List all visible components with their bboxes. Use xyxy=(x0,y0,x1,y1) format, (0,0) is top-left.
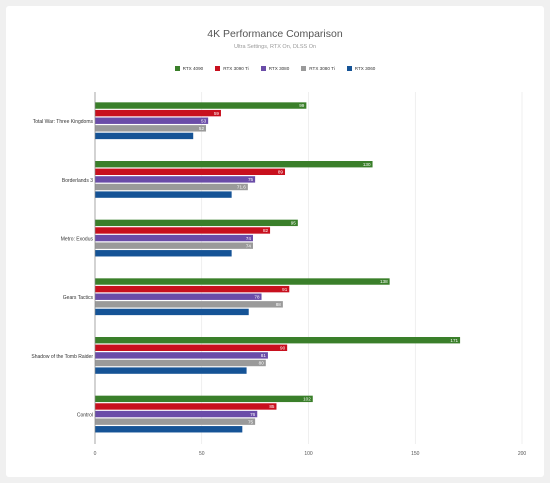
category-label: Borderlands 3 xyxy=(62,178,93,184)
bar xyxy=(95,227,271,234)
x-tick-label: 200 xyxy=(518,451,527,457)
legend-item[interactable]: RTX 3090 Ti xyxy=(215,66,249,71)
bar xyxy=(95,418,256,425)
category-label: Metro: Exodus xyxy=(61,236,94,242)
bar xyxy=(95,168,286,175)
bar xyxy=(95,109,221,117)
data-label: 89 xyxy=(278,170,284,175)
bar xyxy=(95,293,262,300)
data-label: 74 xyxy=(246,236,252,241)
data-label: 99 xyxy=(299,103,305,108)
bar xyxy=(95,410,258,418)
x-tick-label: 50 xyxy=(199,451,205,457)
bar xyxy=(95,285,290,293)
bar xyxy=(95,367,247,374)
data-label: 75 xyxy=(248,177,254,182)
data-label: 80 xyxy=(259,361,265,366)
bar xyxy=(95,352,268,359)
category-label: Shadow of the Tomb Raider xyxy=(31,354,93,360)
data-label: 75 xyxy=(248,419,254,424)
chart-title: 4K Performance Comparison xyxy=(207,28,343,40)
chart-subtitle: Ultra Settings, RTX On, DLSS On xyxy=(233,44,317,50)
bar xyxy=(95,117,209,124)
bar xyxy=(95,278,390,285)
bar xyxy=(95,176,256,183)
bar xyxy=(95,161,373,168)
bar xyxy=(95,234,253,242)
legend-label: RTX 3080 xyxy=(268,66,290,71)
bar xyxy=(95,183,248,191)
legend-label: RTX 3080 Ti xyxy=(309,66,335,71)
data-label: 52 xyxy=(199,126,205,131)
x-tick-label: 0 xyxy=(94,451,97,457)
bar xyxy=(95,403,277,410)
bar xyxy=(95,359,266,367)
data-label: 95 xyxy=(291,221,297,226)
legend-item[interactable]: RTX 3060 xyxy=(346,66,376,71)
bar xyxy=(95,344,288,351)
legend-swatch xyxy=(215,66,221,71)
bar xyxy=(95,308,249,316)
legend-label: RTX 3060 xyxy=(354,66,376,71)
data-label: 71.6 xyxy=(237,185,246,190)
category-label: Total War: Three Kingdoms xyxy=(33,119,94,125)
data-label: 74 xyxy=(246,243,252,248)
legend-swatch xyxy=(346,66,352,71)
x-tick-label: 100 xyxy=(304,451,313,457)
legend-label: RTX 4090 xyxy=(182,66,204,71)
legend-swatch xyxy=(174,66,180,71)
bar xyxy=(95,426,243,433)
bar xyxy=(95,125,207,132)
category-label: Control xyxy=(77,412,93,418)
data-label: 171 xyxy=(450,338,458,343)
legend-item[interactable]: RTX 4090 xyxy=(174,66,204,71)
legend-item[interactable]: RTX 3080 xyxy=(260,66,290,71)
data-label: 90 xyxy=(280,346,286,351)
legend-swatch xyxy=(260,66,266,71)
legend-label: RTX 3090 Ti xyxy=(223,66,249,71)
data-label: 78 xyxy=(254,294,260,299)
data-label: 130 xyxy=(363,162,371,167)
bar xyxy=(95,219,298,227)
legend-swatch xyxy=(301,66,307,71)
data-label: 138 xyxy=(380,279,388,284)
bar xyxy=(95,250,232,257)
bar xyxy=(95,337,461,344)
bar xyxy=(95,301,283,308)
chart-legend: RTX 4090 RTX 3090 Ti RTX 3080 RTX 3080 Ti RT… xyxy=(0,66,550,71)
bar xyxy=(95,102,307,109)
data-label: 88 xyxy=(276,302,282,307)
data-label: 81 xyxy=(261,353,267,358)
data-label: 85 xyxy=(269,404,275,409)
category-label: Gears Tactics xyxy=(63,295,94,301)
x-tick-label: 150 xyxy=(411,451,420,457)
data-label: 82 xyxy=(263,228,269,233)
data-label: 53 xyxy=(201,118,207,123)
data-label: 102 xyxy=(303,397,311,402)
legend-item[interactable]: RTX 3080 Ti xyxy=(301,66,335,71)
data-label: 91 xyxy=(282,287,288,292)
bar xyxy=(95,132,194,140)
data-label: 59 xyxy=(214,111,220,116)
bar xyxy=(95,395,313,403)
data-label: 76 xyxy=(250,412,256,417)
bar xyxy=(95,242,253,249)
bar xyxy=(95,191,232,198)
